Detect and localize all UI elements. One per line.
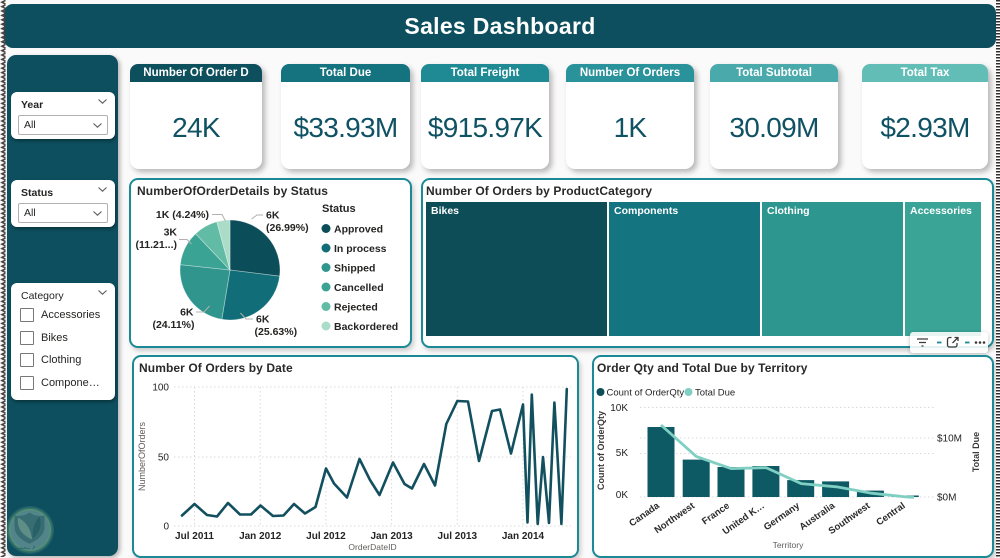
svg-text:Northwest: Northwest <box>653 500 698 536</box>
svg-text:(26.99%): (26.99%) <box>266 222 309 234</box>
svg-text:Jul 2012: Jul 2012 <box>306 531 346 542</box>
svg-text:Total Due: Total Due <box>971 432 981 472</box>
svg-text:6K: 6K <box>266 210 280 222</box>
svg-text:(24.11%): (24.11%) <box>152 319 194 331</box>
svg-text:Jan 2012: Jan 2012 <box>239 531 282 542</box>
svg-text:Jan 2014: Jan 2014 <box>502 531 545 542</box>
svg-text:$0M: $0M <box>937 493 956 504</box>
svg-text:Count of OrderQty: Count of OrderQty <box>596 411 606 490</box>
svg-text:In process: In process <box>334 243 387 255</box>
svg-text:Shipped: Shipped <box>334 263 375 275</box>
svg-text:NumberOfOrders: NumberOfOrders <box>137 421 147 491</box>
svg-text:$10M: $10M <box>937 434 962 445</box>
svg-text:5K: 5K <box>616 448 629 459</box>
svg-text:50: 50 <box>158 453 170 464</box>
svg-text:Central: Central <box>874 500 907 528</box>
svg-text:3K: 3K <box>164 227 178 239</box>
svg-text:Cancelled: Cancelled <box>334 282 384 294</box>
svg-text:0K: 0K <box>616 490 629 501</box>
svg-text:Total Due: Total Due <box>695 388 735 399</box>
svg-text:(11.21...): (11.21...) <box>136 239 177 251</box>
svg-text:(25.63%): (25.63%) <box>255 326 298 338</box>
svg-text:1K (4.24%): 1K (4.24%) <box>156 209 209 221</box>
svg-text:Germany: Germany <box>762 500 803 533</box>
svg-text:Approved: Approved <box>334 224 383 236</box>
svg-text:Rejected: Rejected <box>334 302 378 314</box>
svg-text:Territory: Territory <box>773 540 804 550</box>
svg-text:0: 0 <box>163 522 169 533</box>
svg-text:100: 100 <box>152 383 169 394</box>
svg-text:Count of OrderQty: Count of OrderQty <box>607 388 685 399</box>
svg-text:Status: Status <box>322 203 356 215</box>
svg-text:6K: 6K <box>256 314 270 326</box>
svg-text:OrderDateID: OrderDateID <box>348 542 396 552</box>
svg-text:Jan 2013: Jan 2013 <box>370 531 413 542</box>
svg-text:Jul 2011: Jul 2011 <box>175 531 214 542</box>
svg-text:Backordered: Backordered <box>334 321 398 333</box>
svg-text:6K: 6K <box>180 307 194 319</box>
svg-text:10K: 10K <box>610 403 628 414</box>
svg-text:Jul 2013: Jul 2013 <box>438 531 478 542</box>
